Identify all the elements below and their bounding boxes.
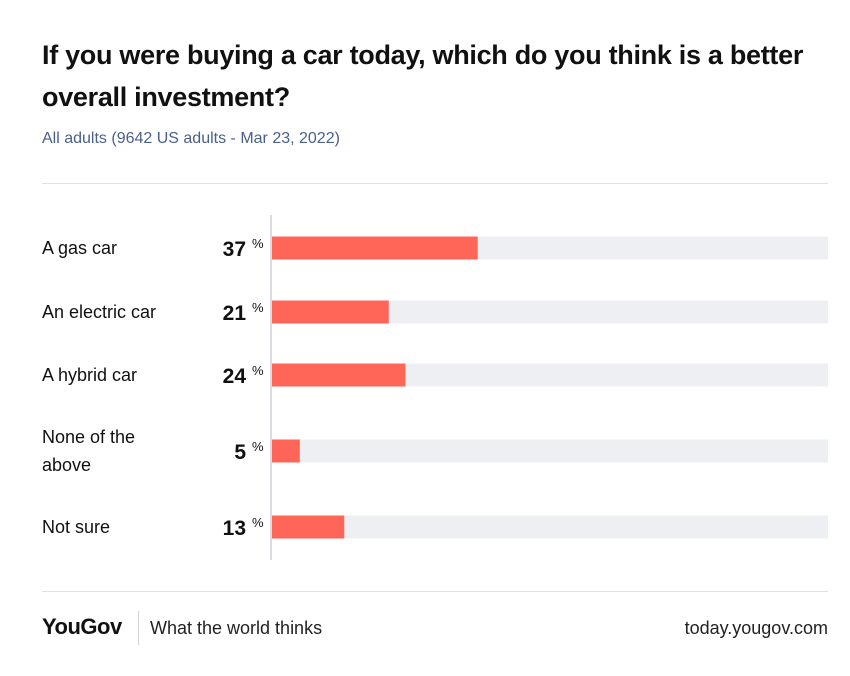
- category-label: A gas car: [42, 238, 117, 258]
- data-label-value: 24: [223, 365, 247, 388]
- header-divider: [42, 183, 828, 184]
- bar-track: [272, 515, 828, 539]
- category-label: A hybrid car: [42, 365, 137, 385]
- bar-0: [272, 236, 478, 260]
- yougov-logo[interactable]: YouGov: [42, 614, 122, 639]
- bar-3: [272, 439, 300, 463]
- data-label-value: 13: [223, 517, 246, 540]
- category-label: Not sure: [42, 517, 110, 537]
- category-label: above: [42, 455, 91, 475]
- chart-subtitle: All adults (9642 US adults - Mar 23, 202…: [42, 130, 340, 147]
- data-label-percent: %: [252, 300, 264, 315]
- category-label: None of the: [42, 427, 135, 447]
- data-label-percent: %: [252, 236, 264, 251]
- data-label-percent: %: [252, 439, 264, 454]
- data-label-value: 5: [234, 441, 246, 464]
- data-label-value: 37: [223, 238, 246, 261]
- data-label-percent: %: [252, 515, 264, 530]
- chart-title: If you were buying a car today, which do…: [42, 40, 804, 112]
- footer-divider-line: [42, 591, 828, 592]
- data-label-value: 21: [223, 302, 247, 325]
- footer-separator: [138, 611, 139, 645]
- footer-url-link[interactable]: today.yougov.com: [684, 618, 828, 638]
- bar-track: [272, 300, 828, 324]
- data-label-percent: %: [252, 363, 264, 378]
- category-label: An electric car: [42, 302, 156, 322]
- bar-2: [272, 363, 406, 387]
- bar-1: [272, 300, 389, 324]
- bar-4: [272, 515, 345, 539]
- bar-track: [272, 439, 828, 463]
- bar-track: [272, 363, 828, 387]
- footer-tagline: What the world thinks: [150, 618, 323, 638]
